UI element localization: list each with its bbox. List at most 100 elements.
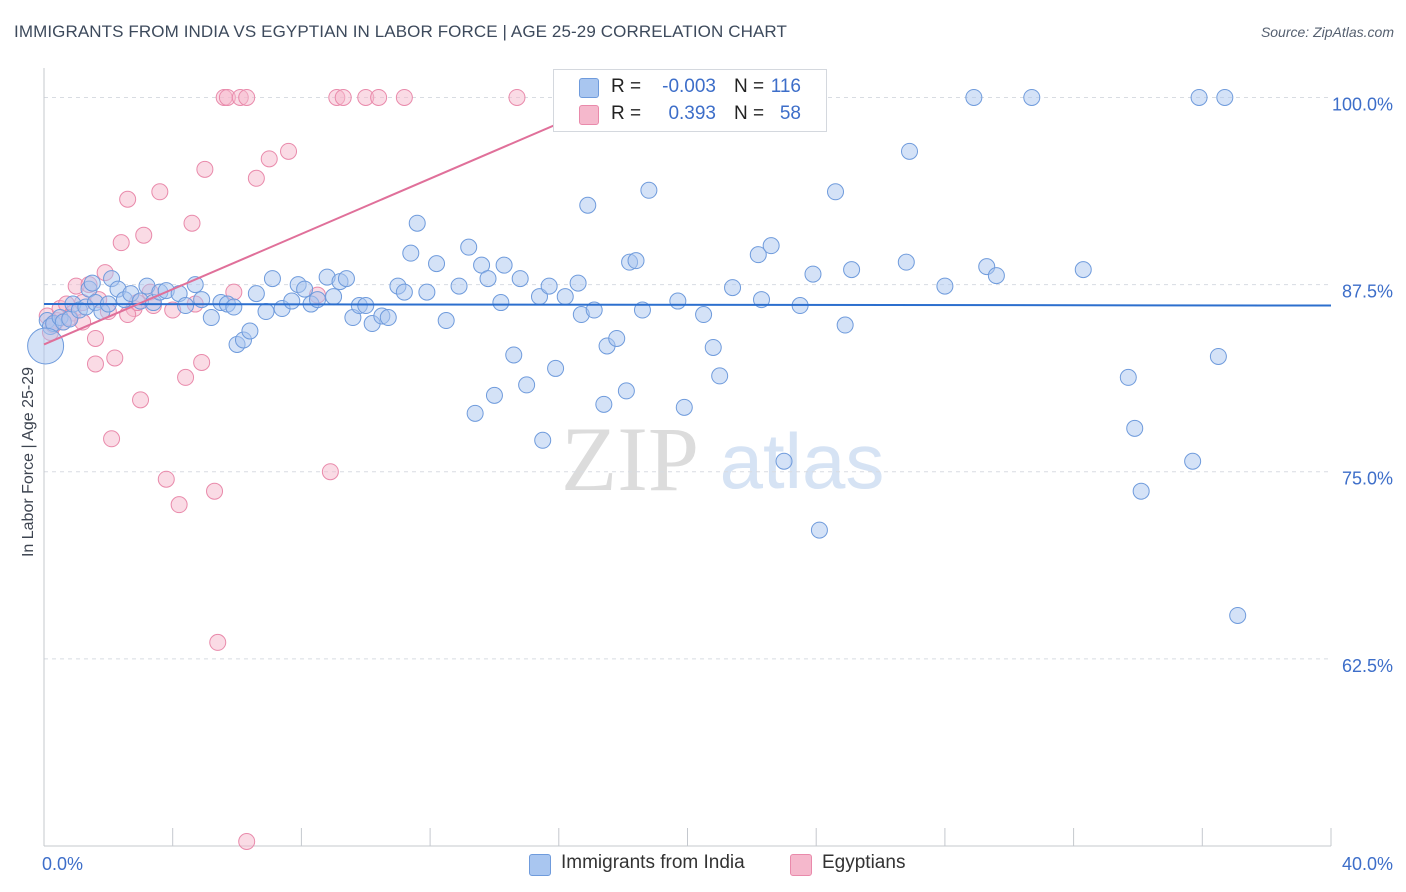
egyptians-point — [395, 88, 413, 106]
egyptians-point — [177, 368, 195, 386]
gridlines — [44, 96, 1331, 660]
watermark: ZIP atlas — [561, 408, 884, 510]
india-point — [1126, 419, 1144, 437]
india-point — [83, 274, 101, 292]
india-point — [402, 244, 420, 262]
egyptians-point — [157, 470, 175, 488]
n-value-india: 116 — [770, 76, 801, 97]
india-point — [695, 306, 713, 324]
india-point — [247, 285, 265, 303]
egyptians-point — [206, 482, 224, 500]
india-point — [495, 256, 513, 274]
india-point — [1023, 88, 1041, 106]
india-swatch — [579, 78, 599, 98]
india-point — [379, 309, 397, 327]
india-point — [547, 359, 565, 377]
chart-title: IMMIGRANTS FROM INDIA VS EGYPTIAN IN LAB… — [14, 22, 787, 41]
egyptians-swatch — [579, 105, 599, 125]
egyptians-point — [370, 88, 388, 106]
egyptians-point — [193, 353, 211, 371]
r-label: R = — [611, 76, 642, 97]
india-point — [675, 398, 693, 416]
egyptians-point — [238, 833, 256, 851]
y-tick-label: 75.0% — [1342, 469, 1393, 489]
india-point — [257, 303, 275, 321]
india-point — [669, 292, 687, 310]
india-point — [1190, 88, 1208, 106]
india-point — [762, 237, 780, 255]
india-point — [27, 327, 65, 365]
egyptians-point — [334, 88, 352, 106]
india-point — [1216, 88, 1234, 106]
india-point — [836, 316, 854, 334]
r-label: R = — [611, 103, 642, 124]
india-point — [1132, 482, 1150, 500]
stats-row-egyptians: R = 0.393 N = 58 — [554, 101, 826, 127]
n-value-egyptians: 58 — [779, 103, 801, 124]
r-value-egyptians: 0.393 — [668, 103, 716, 124]
watermark-atlas: atlas — [720, 417, 885, 505]
india-point — [325, 288, 343, 306]
egyptians-point — [196, 160, 214, 178]
india-point — [408, 214, 426, 232]
india-point — [263, 270, 281, 288]
india-point — [511, 270, 529, 288]
egyptians-point — [119, 190, 137, 208]
egyptians-point — [103, 430, 121, 448]
india-point — [965, 88, 983, 106]
india-point — [724, 279, 742, 297]
india-point — [608, 329, 626, 347]
egyptians-point — [209, 633, 227, 651]
india-point — [1229, 606, 1247, 624]
egyptians-legend-swatch — [790, 854, 812, 876]
india-point — [556, 288, 574, 306]
x-tick-label: 0.0% — [42, 854, 83, 874]
india-point — [450, 277, 468, 295]
india-point — [437, 312, 455, 330]
india-point — [936, 277, 954, 295]
india-point — [595, 395, 613, 413]
india-point — [540, 277, 558, 295]
legend-label-egyptians: Egyptians — [822, 852, 906, 873]
axes — [43, 68, 1332, 847]
india-point — [897, 253, 915, 271]
india-point — [225, 298, 243, 316]
egyptians-point — [132, 391, 150, 409]
r-value-india: -0.003 — [662, 76, 716, 97]
india-point — [617, 382, 635, 400]
india-point — [579, 196, 597, 214]
y-tick-label: 100.0% — [1332, 94, 1393, 114]
n-label: N = — [734, 103, 765, 124]
india-point — [627, 252, 645, 270]
egyptians-point — [280, 142, 298, 160]
legend-label-india: Immigrants from India — [561, 852, 745, 873]
india-legend-swatch — [529, 854, 551, 876]
india-point — [753, 291, 771, 309]
n-label: N = — [734, 76, 765, 97]
india-point — [283, 292, 301, 310]
india-point — [492, 294, 510, 312]
india-point — [775, 452, 793, 470]
egyptians-point — [238, 88, 256, 106]
egyptians-point — [260, 150, 278, 168]
watermark-zip: ZIP — [561, 408, 699, 510]
stats-legend: R = -0.003 N = 116 R = 0.393 N = 58 — [553, 69, 827, 132]
india-point — [711, 367, 729, 385]
india-point — [704, 338, 722, 356]
source-label: Source: ZipAtlas.com — [1260, 24, 1394, 40]
india-point — [395, 283, 413, 301]
india-point — [337, 270, 355, 288]
y-tick-label: 87.5% — [1342, 282, 1393, 302]
india-point — [202, 309, 220, 327]
india-point — [485, 386, 503, 404]
india-point — [460, 238, 478, 256]
egyptians-point — [151, 183, 169, 201]
egyptians-point — [321, 463, 339, 481]
india-points — [27, 88, 1247, 624]
india-point — [505, 346, 523, 364]
india-point — [633, 301, 651, 319]
india-point — [749, 246, 767, 264]
india-point — [569, 274, 587, 292]
